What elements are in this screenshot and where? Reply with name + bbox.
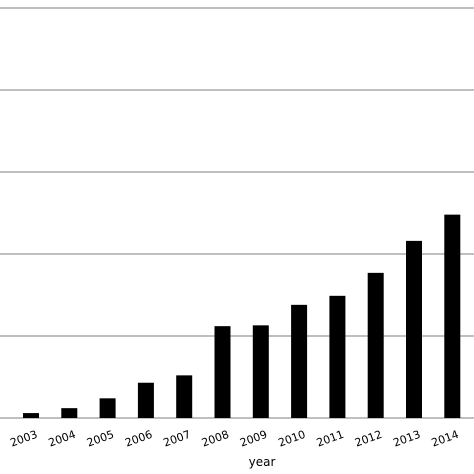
x-tick-label: 2011 <box>315 428 346 450</box>
x-tick-label: 2003 <box>8 428 39 450</box>
x-tick-label: 2006 <box>123 428 154 450</box>
bar <box>291 304 308 418</box>
x-tick-label: 2013 <box>391 428 422 450</box>
bar <box>367 272 384 418</box>
bar <box>176 375 193 418</box>
bar <box>252 325 269 418</box>
x-tick-label: 2008 <box>200 428 231 450</box>
x-tick-label: 2012 <box>353 428 384 450</box>
x-tick-label: 2005 <box>85 428 116 450</box>
bar <box>61 408 78 418</box>
x-tick-label: 2007 <box>162 428 193 450</box>
bar <box>214 326 231 418</box>
bar <box>406 240 422 418</box>
bar <box>329 295 346 418</box>
bar <box>137 382 154 418</box>
x-tick-label: 2010 <box>277 428 308 450</box>
x-axis-label: year <box>249 455 276 469</box>
x-tick-label: 2009 <box>238 428 269 450</box>
bar <box>23 413 39 418</box>
x-tick-label: 2014 <box>430 428 461 450</box>
x-tick-label: 2004 <box>47 428 78 450</box>
bar <box>444 214 461 418</box>
bar <box>99 398 116 418</box>
